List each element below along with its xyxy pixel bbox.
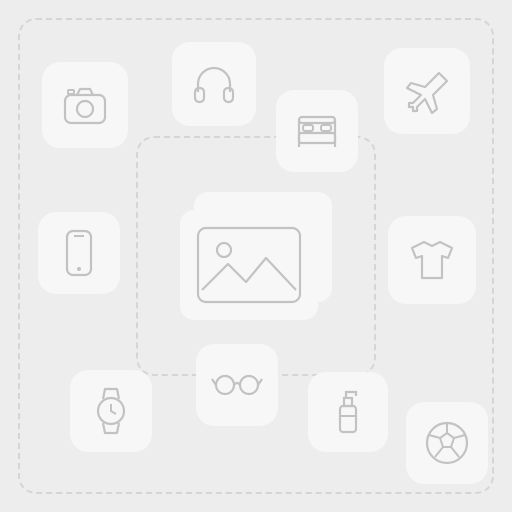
headphones-tile <box>172 42 256 126</box>
spray-bottle-icon <box>326 386 370 438</box>
phone-tile <box>38 212 120 294</box>
bed-icon <box>291 105 343 157</box>
image-placeholder-stack <box>180 192 332 320</box>
headphones-icon <box>188 58 240 110</box>
airplane-tile <box>384 48 470 134</box>
image-placeholder-icon <box>194 224 304 306</box>
watch-tile <box>70 370 152 452</box>
spray-bottle-tile <box>308 372 388 452</box>
glasses-tile <box>196 344 278 426</box>
tshirt-tile <box>388 216 476 304</box>
tshirt-icon <box>404 232 460 288</box>
glasses-icon <box>209 365 265 405</box>
airplane-icon <box>399 63 455 119</box>
bed-tile <box>276 90 358 172</box>
image-placeholder-front <box>180 210 318 320</box>
phone-icon <box>55 225 103 281</box>
soccer-ball-icon <box>421 417 473 469</box>
camera-tile <box>42 62 128 148</box>
camera-icon <box>59 79 111 131</box>
watch-icon <box>86 384 136 438</box>
soccer-ball-tile <box>406 402 488 484</box>
